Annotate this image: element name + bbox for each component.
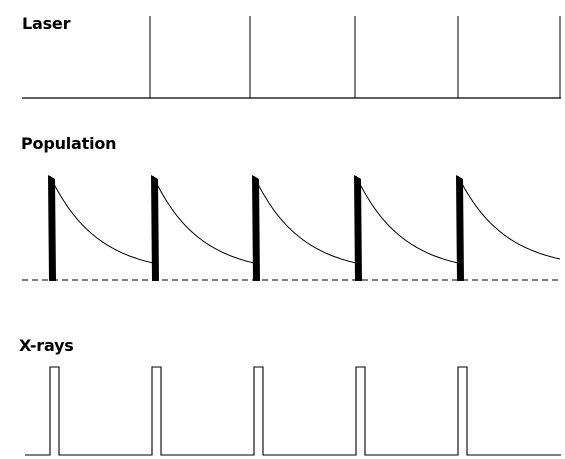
population-decay-curve-3	[253, 175, 357, 264]
population-pump-bar-2	[151, 175, 159, 281]
population-trace	[22, 175, 561, 281]
xray-pulse-2	[152, 367, 161, 455]
xray-pulse-1	[50, 367, 59, 455]
xrays-panel-label: X-rays	[19, 336, 74, 355]
xrays-trace	[25, 366, 561, 456]
xrays-pulse-train	[25, 366, 561, 456]
population-pump-bar-5	[456, 175, 464, 281]
population-pump-bar-3	[252, 175, 260, 281]
xray-pulse-4	[356, 367, 365, 455]
xray-pulse-5	[458, 367, 467, 455]
population-decay-curve-5	[457, 175, 561, 260]
xray-pulse-3	[254, 367, 263, 455]
laser-panel-label: Laser	[22, 14, 71, 33]
population-pump-bar-1	[48, 175, 56, 281]
population-decay-curve-4	[355, 175, 459, 264]
population-decay-curve-1	[49, 175, 154, 264]
population-pump-bar-4	[354, 175, 362, 281]
population-panel-label: Population	[21, 134, 117, 153]
laser-trace	[22, 16, 561, 99]
population-decay-curve-2	[152, 175, 255, 264]
